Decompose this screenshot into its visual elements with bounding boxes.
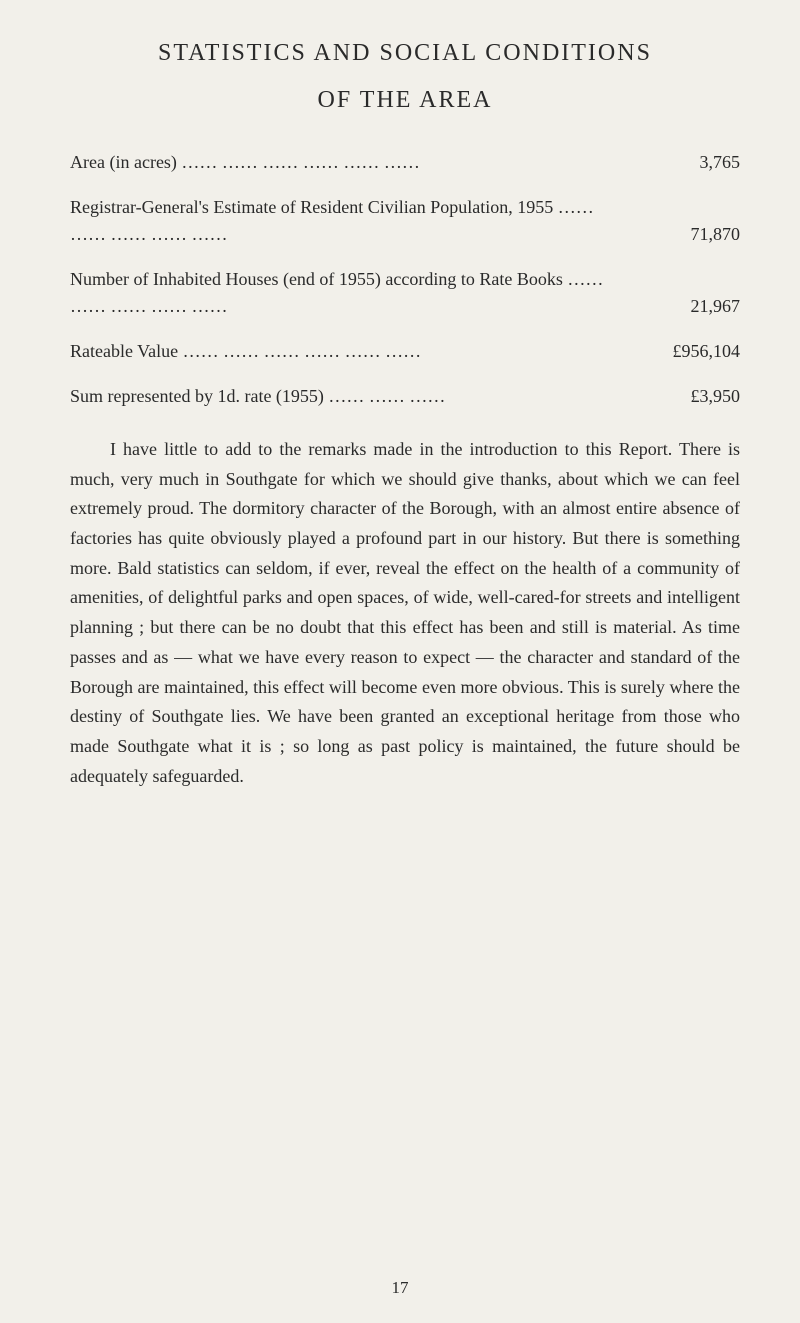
stat-value: £3,950 [640,383,740,410]
body-paragraph: I have little to add to the remarks made… [70,435,740,791]
stat-value: £956,104 [640,338,740,365]
stat-value: 71,870 [640,221,740,248]
stat-label: Sum represented by 1d. rate (1955) …… ……… [70,383,640,410]
stat-row: Rateable Value …… …… …… …… …… …… £956,10… [70,338,740,365]
stat-row: Sum represented by 1d. rate (1955) …… ……… [70,383,740,410]
stat-label: Rateable Value …… …… …… …… …… …… [70,338,640,365]
stat-value: 3,765 [640,149,740,176]
title-main: STATISTICS AND SOCIAL CONDITIONS [70,40,740,67]
stat-label: Area (in acres) …… …… …… …… …… …… [70,149,640,176]
stat-label: Registrar-General's Estimate of Resident… [70,194,640,248]
document-page: STATISTICS AND SOCIAL CONDITIONS OF THE … [0,0,800,1323]
stat-label: Number of Inhabited Houses (end of 1955)… [70,266,640,320]
stat-row: Area (in acres) …… …… …… …… …… …… 3,765 [70,149,740,176]
stat-value: 21,967 [640,293,740,320]
page-number: 17 [392,1278,409,1298]
stat-row: Number of Inhabited Houses (end of 1955)… [70,266,740,320]
title-sub: OF THE AREA [70,87,740,114]
stat-row: Registrar-General's Estimate of Resident… [70,194,740,248]
